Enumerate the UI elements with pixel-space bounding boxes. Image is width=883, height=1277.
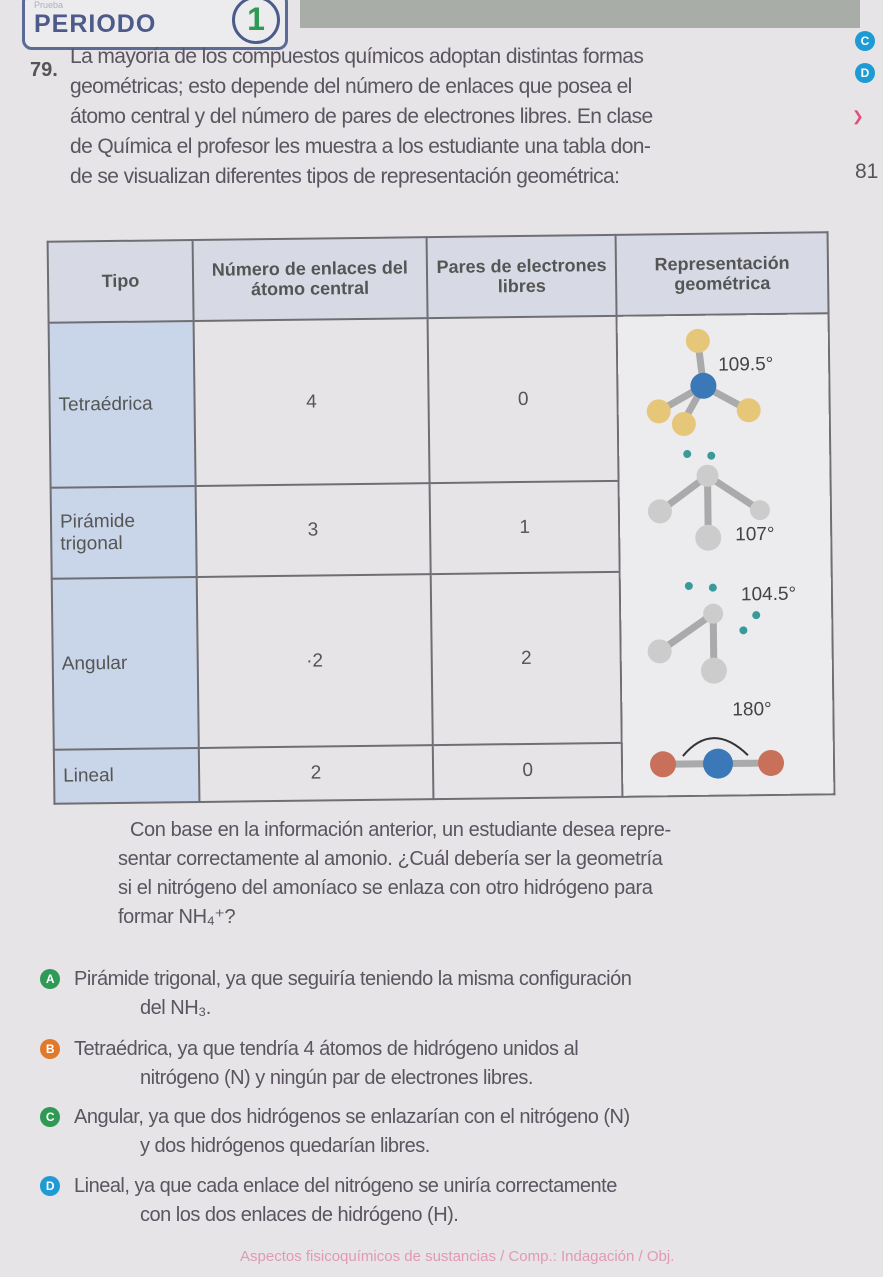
pares-cell: 1 xyxy=(429,481,621,575)
option-text: del NH₃. xyxy=(140,997,211,1019)
question-number: 79. xyxy=(30,59,58,81)
tipo-cell: Angular xyxy=(51,577,199,750)
line: si el nitrógeno del amoníaco se enlaza c… xyxy=(118,877,653,899)
line: de Química el profesor les muestra a los… xyxy=(70,135,651,158)
option-c-badge: C xyxy=(40,1107,60,1127)
representation-cell: 109.5° 107° 104.5° 180° xyxy=(616,312,835,797)
option-text: y dos hidrógenos quedarían libres. xyxy=(140,1135,430,1157)
line: átomo central y del número de pares de e… xyxy=(70,105,653,128)
question-text: La mayoría de los compuestos químicos ad… xyxy=(70,42,790,192)
angle-label: 104.5° xyxy=(741,583,796,605)
option-d-badge: D xyxy=(40,1176,60,1196)
footer-competence: Aspectos fisicoquímicos de sustancias / … xyxy=(240,1248,675,1265)
line: sentar correctamente al amonio. ¿Cuál de… xyxy=(118,848,663,870)
geometry-table: Tipo Número de enlaces del átomo central… xyxy=(47,231,836,805)
side-badge-c: C xyxy=(855,31,875,51)
followup-question: Con base en la información anterior, un … xyxy=(118,816,830,932)
line: de se visualizan diferentes tipos de rep… xyxy=(70,165,620,188)
page-number: 81 xyxy=(855,160,879,183)
option-a[interactable]: A Pirámide trigonal, ya que seguiría teni… xyxy=(40,965,840,1023)
header-pares: Pares de electrones libres xyxy=(426,234,617,318)
period-number: 1 xyxy=(232,0,280,44)
pares-cell: 0 xyxy=(432,742,623,800)
header-tipo: Tipo xyxy=(47,240,194,323)
enlaces-cell: ·2 xyxy=(196,574,433,749)
pyramidal-molecule xyxy=(648,449,771,551)
line: geométricas; esto depende del número de … xyxy=(70,75,632,98)
option-text: Tetraédrica, ya que tendría 4 átomos de … xyxy=(74,1038,579,1060)
option-d[interactable]: D Lineal, ya que cada enlace del nitrógen… xyxy=(40,1172,840,1230)
period-label: PERIODO xyxy=(34,10,157,38)
angle-label: 180° xyxy=(733,699,773,720)
angle-label: 109.5° xyxy=(718,354,773,376)
linear-molecule xyxy=(650,736,785,779)
option-text: nitrógeno (N) y ningún par de electrones… xyxy=(140,1067,533,1089)
molecule-drawings: 109.5° 107° 104.5° 180° xyxy=(647,328,797,779)
line: formar NH₄⁺? xyxy=(118,906,236,928)
pares-cell: 2 xyxy=(430,572,623,746)
header-band xyxy=(300,0,860,28)
header-enlaces: Número de enlaces del átomo central xyxy=(192,237,428,321)
tetrahedral-molecule xyxy=(647,328,762,436)
pares-cell: 0 xyxy=(427,315,619,484)
enlaces-cell: 2 xyxy=(198,745,434,802)
side-badge-d: D xyxy=(855,63,875,83)
tipo-cell: Lineal xyxy=(53,748,200,804)
option-b[interactable]: B Tetraédrica, ya que tendría 4 átomos de… xyxy=(40,1035,840,1093)
option-text: Lineal, ya que cada enlace del nitrógeno… xyxy=(74,1175,617,1197)
angular-molecule xyxy=(648,581,761,684)
option-text: con los dos enlaces de hidrógeno (H). xyxy=(140,1204,459,1226)
line: La mayoría de los compuestos químicos ad… xyxy=(70,45,644,68)
option-a-badge: A xyxy=(40,969,60,989)
option-text: Pirámide trigonal, ya que seguiría tenie… xyxy=(74,968,632,990)
arrow-icon: ❯ xyxy=(852,108,864,124)
option-c[interactable]: C Angular, ya que dos hidrógenos se enlaz… xyxy=(40,1103,840,1161)
tipo-cell: Tetraédrica xyxy=(48,320,196,489)
option-b-badge: B xyxy=(40,1039,60,1059)
header-representacion: Representación geométrica xyxy=(615,232,829,316)
tipo-cell: Pirámide trigonal xyxy=(50,486,197,580)
angle-label: 107° xyxy=(735,524,775,545)
prueba-label: Prueba xyxy=(34,0,64,10)
option-text: Angular, ya que dos hidrógenos se enlaza… xyxy=(74,1106,630,1128)
line: Con base en la información anterior, un … xyxy=(130,819,671,841)
enlaces-cell: 3 xyxy=(195,483,431,578)
enlaces-cell: 4 xyxy=(193,317,430,487)
